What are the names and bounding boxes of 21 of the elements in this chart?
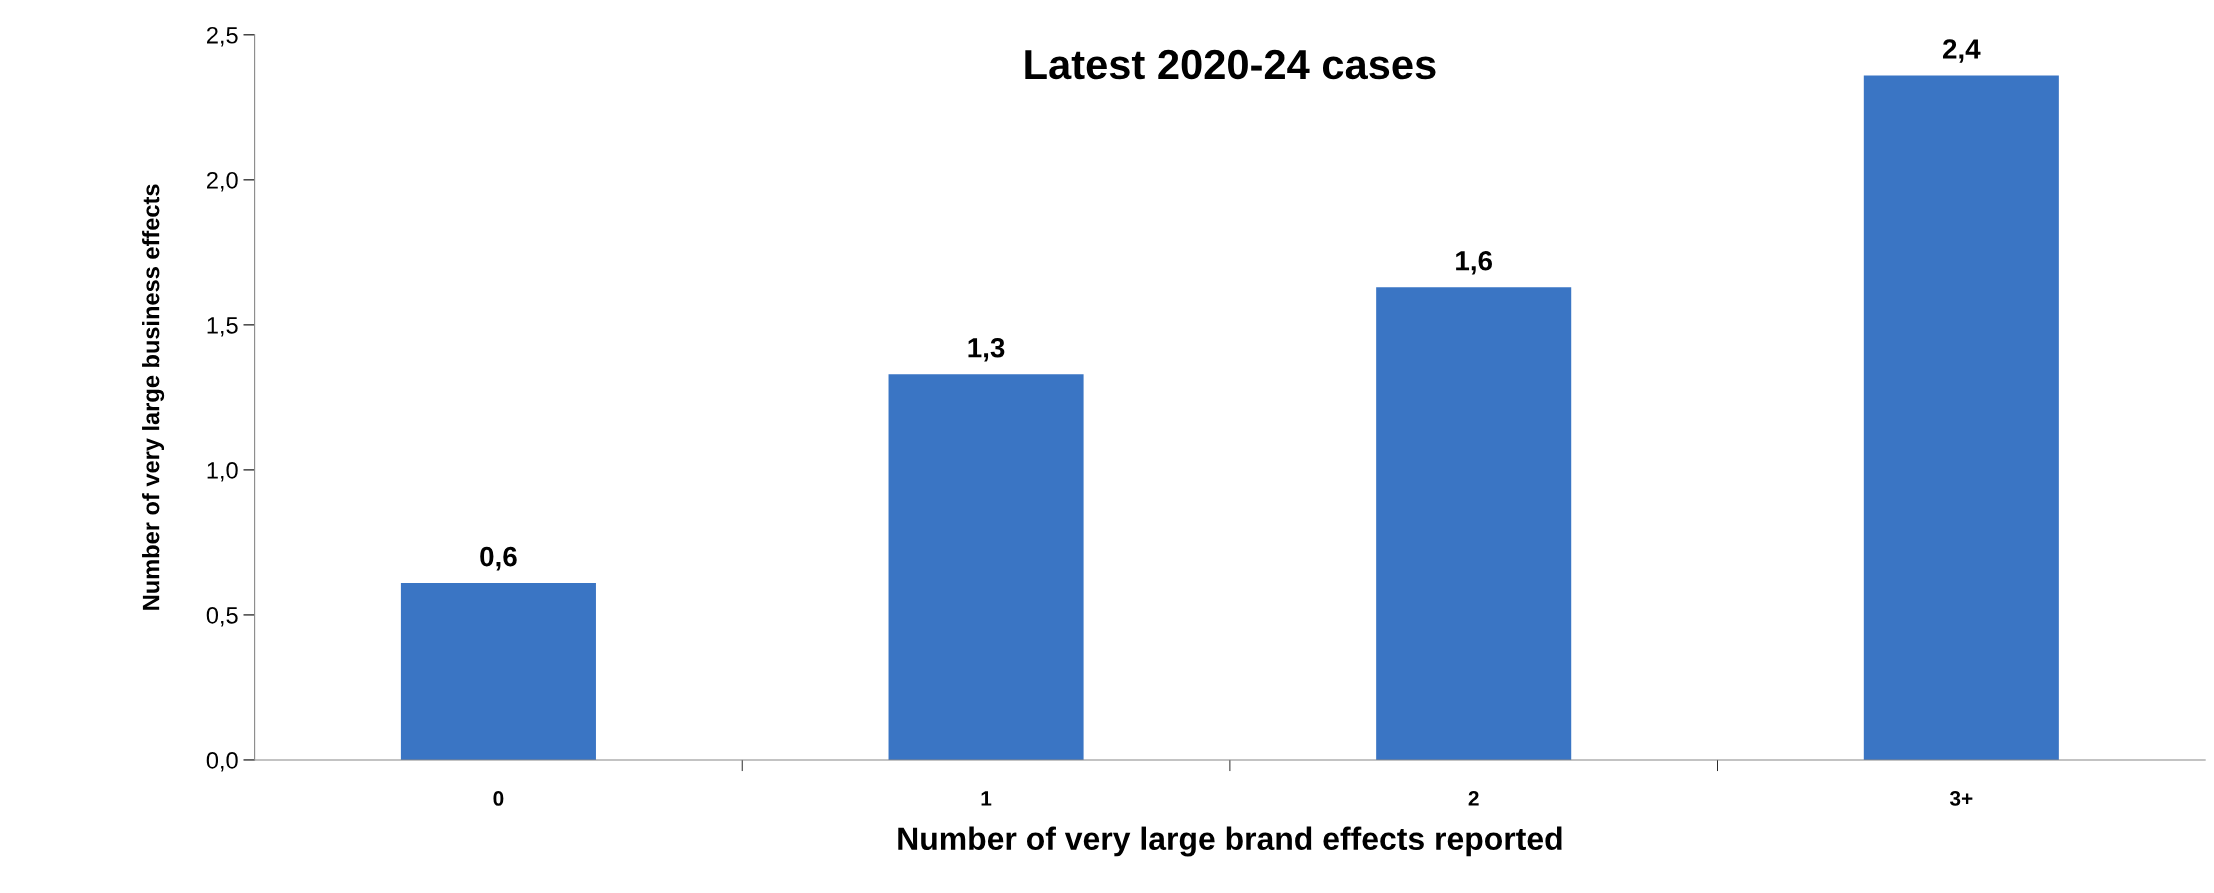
bar [1863,75,2059,760]
chart-title: Latest 2020-24 cases [1025,49,1436,80]
bar [1376,287,1572,760]
y-tick-label: 2,0 [207,171,238,192]
y-tick-label: 1,0 [207,461,238,482]
x-tick-label: 0 [493,791,504,806]
y-axis-title: Number of very large business effects [142,184,165,610]
y-tick-label: 1,5 [207,317,238,337]
y-tick-label: 0,0 [206,752,238,772]
data-label: 2,4 [1942,39,1981,63]
y-tick-label: 2,5 [207,26,238,47]
x-axis-title: Number of very large brand effects reported [898,826,1562,857]
bar [888,374,1084,760]
y-tick-label: 0,5 [206,606,238,627]
x-tick-label: 3+ [1949,791,1973,806]
x-tick-label: 1 [981,791,992,806]
x-tick-label: 2 [1468,791,1479,806]
data-label: 0,6 [480,546,517,571]
data-label: 1,6 [1456,250,1492,275]
bar [400,583,596,760]
data-label: 1,3 [968,337,1005,362]
